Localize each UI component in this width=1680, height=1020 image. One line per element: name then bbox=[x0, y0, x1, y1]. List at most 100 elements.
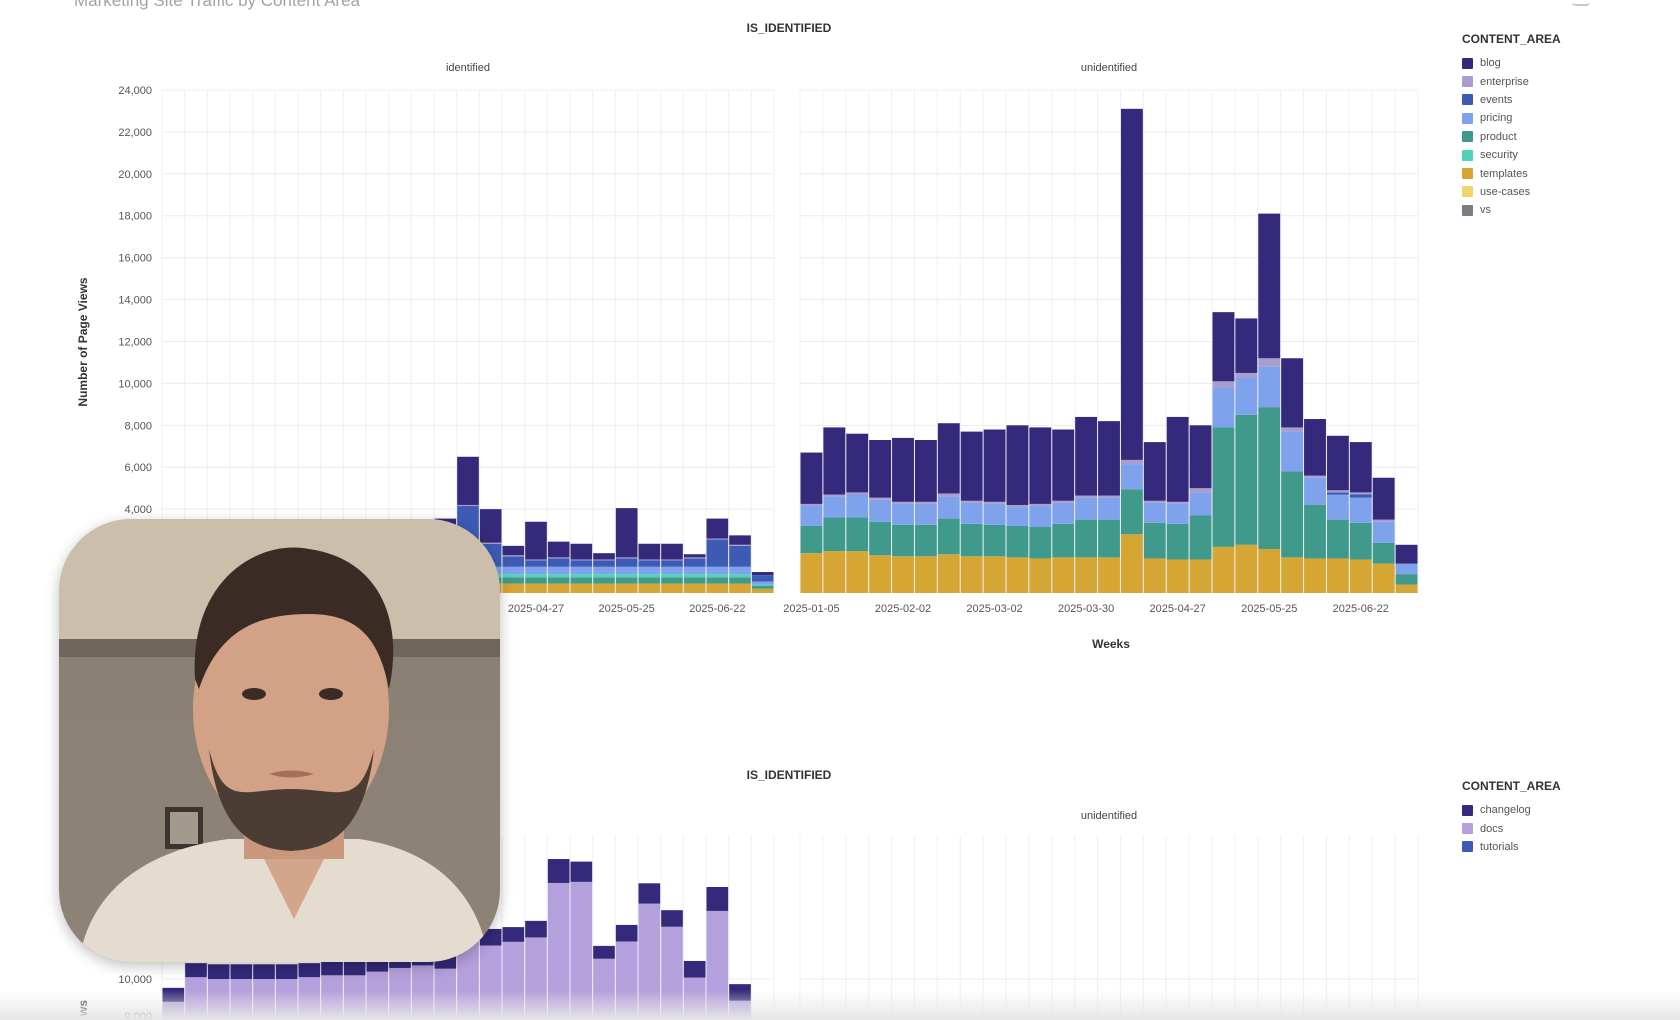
bar-segment-security[interactable] bbox=[683, 574, 706, 578]
bar-segment-enterprise[interactable] bbox=[593, 559, 615, 561]
bar-segment-enterprise[interactable] bbox=[729, 544, 751, 546]
bar-segment-pricing[interactable] bbox=[706, 566, 729, 575]
bar-segment-enterprise[interactable] bbox=[892, 501, 914, 504]
bar-segment-pricing[interactable] bbox=[800, 506, 823, 526]
bar-segment-blog[interactable] bbox=[823, 427, 846, 495]
bar-segment-security[interactable] bbox=[593, 574, 615, 578]
bar-segment-product[interactable] bbox=[937, 518, 960, 555]
bar-segment-product[interactable] bbox=[800, 525, 823, 554]
bar-segment-templates[interactable] bbox=[960, 556, 983, 593]
bar-segment-events[interactable] bbox=[683, 558, 706, 567]
bar-segment-product[interactable] bbox=[1120, 489, 1143, 535]
bar-segment-events[interactable] bbox=[1326, 492, 1349, 495]
bar-segment-changelog[interactable] bbox=[615, 924, 638, 942]
bar-segment-blog[interactable] bbox=[729, 535, 751, 545]
bar-segment-product[interactable] bbox=[1235, 414, 1258, 545]
bar-segment-product[interactable] bbox=[1189, 515, 1212, 560]
bar-segment-blog[interactable] bbox=[1052, 429, 1075, 501]
bar-segment-events[interactable] bbox=[570, 560, 593, 567]
bar-segment-pricing[interactable] bbox=[960, 502, 983, 524]
bar-segment-events[interactable] bbox=[593, 560, 615, 567]
bar-segment-blog[interactable] bbox=[706, 518, 729, 539]
bar-segment-pricing[interactable] bbox=[1349, 497, 1372, 523]
bar-segment-pricing[interactable] bbox=[1075, 497, 1098, 520]
bar-segment-pricing[interactable] bbox=[525, 566, 547, 575]
bar-segment-templates[interactable] bbox=[1281, 557, 1304, 593]
bar-segment-events[interactable] bbox=[547, 558, 570, 567]
bar-segment-enterprise[interactable] bbox=[1006, 504, 1029, 508]
bar-segment-pricing[interactable] bbox=[1395, 563, 1418, 575]
bar-segment-changelog[interactable] bbox=[298, 963, 321, 978]
bar-segment-pricing[interactable] bbox=[1052, 502, 1075, 524]
legend-item-product[interactable]: product bbox=[1462, 128, 1561, 146]
bar-segment-templates[interactable] bbox=[1395, 584, 1418, 593]
bar-segment-product[interactable] bbox=[846, 517, 869, 552]
bar-segment-templates[interactable] bbox=[823, 551, 846, 593]
bar-segment-enterprise[interactable] bbox=[615, 557, 638, 559]
bar-segment-templates[interactable] bbox=[502, 583, 525, 593]
bar-segment-product[interactable] bbox=[983, 524, 1006, 557]
bar-segment-templates[interactable] bbox=[892, 556, 914, 593]
bar-segment-templates[interactable] bbox=[1098, 557, 1120, 593]
bar-segment-product[interactable] bbox=[615, 577, 638, 584]
bar-segment-blog[interactable] bbox=[1281, 358, 1304, 428]
bar-segment-templates[interactable] bbox=[547, 583, 570, 593]
bar-segment-pricing[interactable] bbox=[846, 494, 869, 518]
bar-segment-enterprise[interactable] bbox=[706, 538, 729, 540]
bar-segment-product[interactable] bbox=[1166, 523, 1189, 560]
bar-segment-pricing[interactable] bbox=[661, 566, 683, 575]
bar-segment-pricing[interactable] bbox=[547, 566, 570, 575]
bar-segment-product[interactable] bbox=[1098, 519, 1120, 558]
bar-segment-security[interactable] bbox=[729, 574, 751, 578]
bar-segment-product[interactable] bbox=[706, 577, 729, 584]
bar-segment-product[interactable] bbox=[502, 577, 525, 584]
bar-segment-changelog[interactable] bbox=[343, 960, 366, 976]
bar-segment-enterprise[interactable] bbox=[457, 504, 479, 507]
bar-segment-pricing[interactable] bbox=[983, 503, 1006, 525]
bar-segment-blog[interactable] bbox=[661, 543, 683, 560]
bar-segment-templates[interactable] bbox=[615, 583, 638, 593]
bar-segment-pricing[interactable] bbox=[1189, 492, 1212, 516]
bar-segment-pricing[interactable] bbox=[914, 503, 937, 525]
bar-segment-pricing[interactable] bbox=[892, 503, 914, 525]
bar-segment-templates[interactable] bbox=[638, 583, 661, 593]
bar-segment-pricing[interactable] bbox=[869, 499, 892, 522]
legend-item-pricing[interactable]: pricing bbox=[1462, 109, 1561, 127]
bar-segment-templates[interactable] bbox=[729, 583, 751, 593]
bar-segment-templates[interactable] bbox=[914, 556, 937, 593]
bar-segment-blog[interactable] bbox=[1075, 416, 1098, 496]
bar-segment-security[interactable] bbox=[525, 574, 547, 578]
bar-segment-enterprise[interactable] bbox=[1349, 492, 1372, 495]
bar-segment-blog[interactable] bbox=[914, 439, 937, 502]
bar-segment-blog[interactable] bbox=[1235, 318, 1258, 373]
bar-segment-product[interactable] bbox=[1326, 519, 1349, 559]
bar-segment-enterprise[interactable] bbox=[1029, 503, 1052, 507]
bar-segment-pricing[interactable] bbox=[1258, 366, 1281, 408]
bar-segment-templates[interactable] bbox=[1372, 563, 1395, 593]
bar-segment-blog[interactable] bbox=[525, 521, 547, 560]
bar-segment-enterprise[interactable] bbox=[869, 497, 892, 500]
bar-segment-blog[interactable] bbox=[1120, 108, 1143, 460]
bar-segment-enterprise[interactable] bbox=[1326, 490, 1349, 493]
bar-segment-pricing[interactable] bbox=[1235, 377, 1258, 415]
bar-segment-blog[interactable] bbox=[1326, 435, 1349, 491]
bar-segment-product[interactable] bbox=[892, 524, 914, 557]
bar-segment-blog[interactable] bbox=[615, 508, 638, 558]
bar-segment-templates[interactable] bbox=[1304, 558, 1326, 593]
bar-segment-templates[interactable] bbox=[1349, 559, 1372, 593]
legend-item-use-cases[interactable]: use-cases bbox=[1462, 183, 1561, 201]
bar-segment-blog[interactable] bbox=[1212, 312, 1235, 382]
bar-segment-product[interactable] bbox=[1395, 574, 1418, 585]
bar-segment-templates[interactable] bbox=[1189, 559, 1212, 593]
legend-item-blog[interactable]: blog bbox=[1462, 54, 1561, 72]
bar-segment-pricing[interactable] bbox=[1120, 464, 1143, 490]
bar-segment-security[interactable] bbox=[547, 574, 570, 578]
bar-segment-enterprise[interactable] bbox=[479, 542, 502, 544]
bar-segment-enterprise[interactable] bbox=[1235, 372, 1258, 378]
bar-segment-security[interactable] bbox=[661, 574, 683, 578]
bar-segment-blog[interactable] bbox=[502, 545, 525, 556]
bar-segment-templates[interactable] bbox=[869, 555, 892, 593]
bar-segment-product[interactable] bbox=[547, 577, 570, 584]
bar-segment-blog[interactable] bbox=[1372, 477, 1395, 520]
legend-item-changelog[interactable]: changelog bbox=[1462, 801, 1561, 819]
